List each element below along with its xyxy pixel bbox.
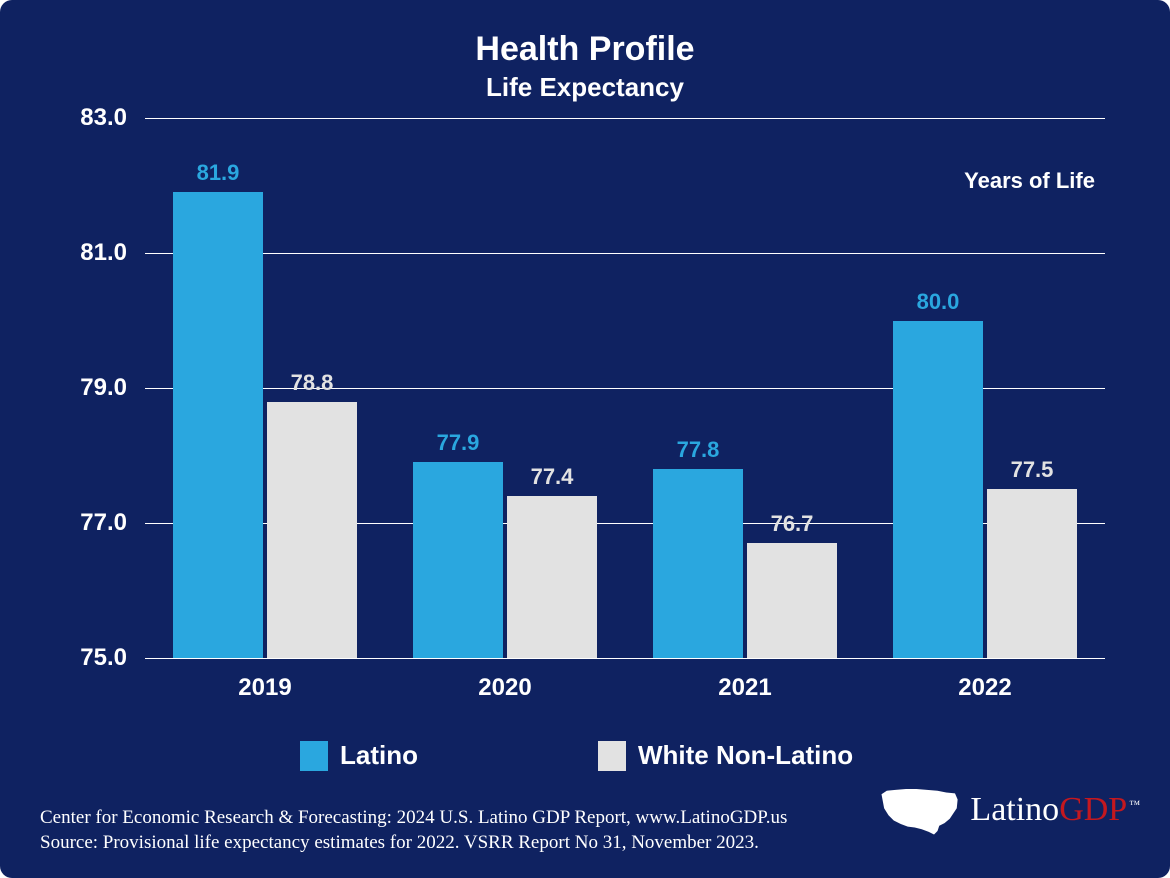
bar-value-label: 81.9 <box>173 160 263 186</box>
y-tick-label: 75.0 <box>80 644 127 672</box>
bar: 77.9 <box>413 462 503 658</box>
gridline <box>145 118 1105 119</box>
bar: 81.9 <box>173 192 263 658</box>
x-tick-label: 2019 <box>238 674 291 702</box>
x-tick-label: 2022 <box>958 674 1011 702</box>
x-tick-label: 2021 <box>718 674 771 702</box>
legend-label: White Non-Latino <box>638 740 853 771</box>
brand-text: LatinoGDP™ <box>970 791 1140 829</box>
chart-subtitle: Life Expectancy <box>0 72 1170 103</box>
legend-item: White Non-Latino <box>598 740 853 771</box>
bar: 80.0 <box>893 321 983 659</box>
bar-value-label: 77.8 <box>653 437 743 463</box>
y-tick-label: 79.0 <box>80 374 127 402</box>
legend-swatch <box>300 741 328 771</box>
brand-prefix: Latino <box>970 791 1059 828</box>
bar-value-label: 76.7 <box>747 511 837 537</box>
bar: 77.5 <box>987 489 1077 658</box>
y-axis-note: Years of Life <box>964 168 1095 194</box>
gridline <box>145 253 1105 254</box>
y-tick-label: 83.0 <box>80 104 127 132</box>
bar-value-label: 78.8 <box>267 370 357 396</box>
y-tick-label: 77.0 <box>80 509 127 537</box>
x-tick-label: 2020 <box>478 674 531 702</box>
bar: 77.8 <box>653 469 743 658</box>
usa-map-icon <box>876 782 964 838</box>
legend-item: Latino <box>300 740 418 771</box>
bar-value-label: 77.9 <box>413 430 503 456</box>
footer-line-2: Source: Provisional life expectancy esti… <box>40 830 787 856</box>
legend-label: Latino <box>340 740 418 771</box>
bar: 77.4 <box>507 496 597 658</box>
footer-citation: Center for Economic Research & Forecasti… <box>40 805 787 856</box>
bar: 76.7 <box>747 543 837 658</box>
chart-frame: Health Profile Life Expectancy Years of … <box>0 0 1170 878</box>
trademark-symbol: ™ <box>1129 799 1140 811</box>
brand-suffix: GDP <box>1059 791 1127 828</box>
brand-logo: LatinoGDP™ <box>876 782 1140 838</box>
bar-value-label: 77.5 <box>987 457 1077 483</box>
bar-value-label: 80.0 <box>893 289 983 315</box>
footer-line-1: Center for Economic Research & Forecasti… <box>40 805 787 831</box>
gridline <box>145 658 1105 659</box>
bar: 78.8 <box>267 402 357 659</box>
legend-swatch <box>598 741 626 771</box>
bar-value-label: 77.4 <box>507 464 597 490</box>
plot-area: Years of Life 75.077.079.081.083.081.978… <box>145 118 1105 658</box>
legend: Latino White Non-Latino <box>300 740 853 771</box>
chart-title: Health Profile <box>0 30 1170 69</box>
y-tick-label: 81.0 <box>80 239 127 267</box>
